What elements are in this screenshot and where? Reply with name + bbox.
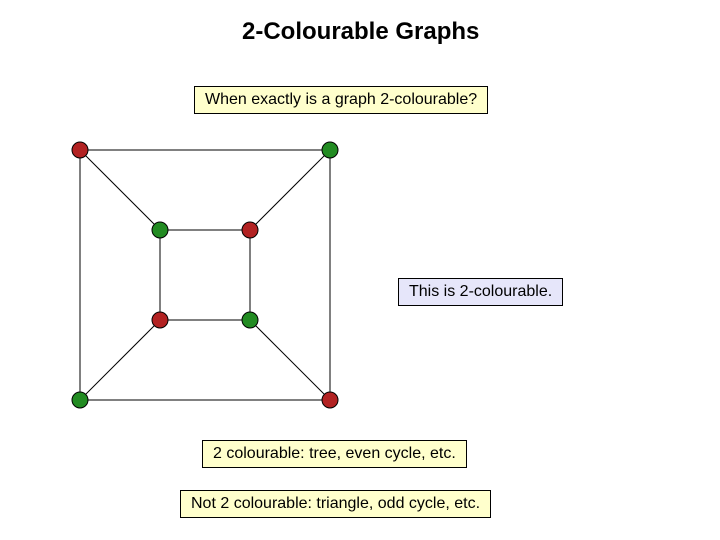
graph-node — [72, 392, 88, 408]
graph-node — [242, 222, 258, 238]
graph-edge — [250, 150, 330, 230]
examples-yes-box: 2 colourable: tree, even cycle, etc. — [202, 440, 467, 468]
graph-node — [72, 142, 88, 158]
graph-edge — [80, 320, 160, 400]
graph-diagram — [60, 130, 350, 420]
graph-node — [322, 392, 338, 408]
graph-node — [322, 142, 338, 158]
graph-node — [152, 312, 168, 328]
twocolourable-box: This is 2-colourable. — [398, 278, 563, 306]
examples-no-box: Not 2 colourable: triangle, odd cycle, e… — [180, 490, 491, 518]
graph-node — [242, 312, 258, 328]
question-box: When exactly is a graph 2-colourable? — [194, 86, 488, 114]
page-title: 2-Colourable Graphs — [242, 18, 479, 46]
graph-node — [152, 222, 168, 238]
graph-edge — [250, 320, 330, 400]
graph-edge — [80, 150, 160, 230]
